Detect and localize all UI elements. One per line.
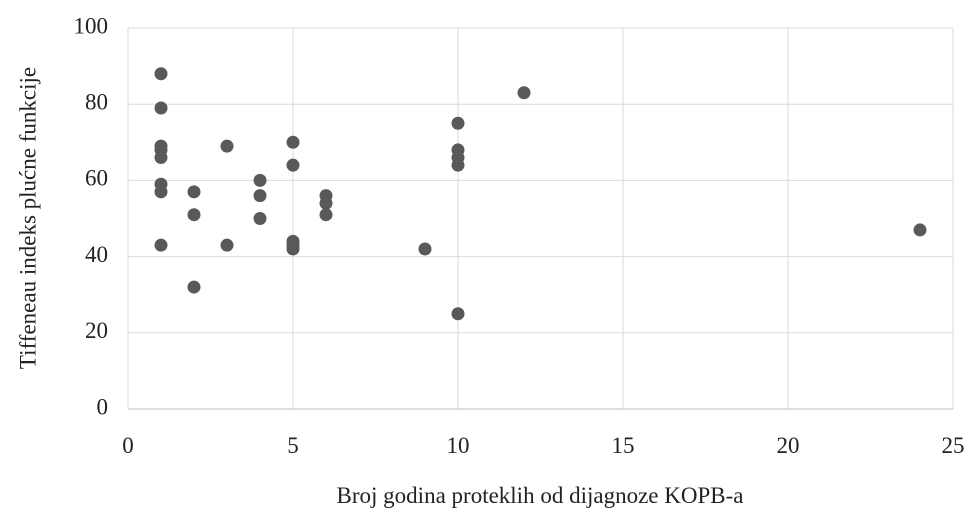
point xyxy=(319,208,333,222)
y-tick-label: 80 xyxy=(85,89,108,114)
y-tick-label: 100 xyxy=(74,13,109,38)
x-tick-label: 25 xyxy=(942,433,965,458)
point xyxy=(253,173,267,187)
point xyxy=(418,242,432,256)
x-tick-label: 15 xyxy=(612,433,635,458)
x-axis-label: Broj godina proteklih od dijagnoze KOPB-… xyxy=(337,483,744,508)
x-tick-label: 20 xyxy=(777,433,800,458)
point xyxy=(451,307,465,321)
point xyxy=(154,238,168,252)
y-tick-label: 20 xyxy=(85,318,108,343)
x-tick-label: 5 xyxy=(287,433,299,458)
point xyxy=(253,189,267,203)
y-tick-label: 60 xyxy=(85,166,108,191)
point xyxy=(286,135,300,149)
y-tick-label: 40 xyxy=(85,242,108,267)
point xyxy=(451,116,465,130)
point xyxy=(187,185,201,199)
y-axis-label: Tiffeneau indeks plućne funkcije xyxy=(15,67,40,369)
point xyxy=(187,208,201,222)
point xyxy=(154,67,168,81)
point xyxy=(451,158,465,172)
point xyxy=(286,242,300,256)
point xyxy=(154,101,168,115)
point xyxy=(220,238,234,252)
x-tick-label: 10 xyxy=(447,433,470,458)
point xyxy=(220,139,234,153)
point xyxy=(286,158,300,172)
x-tick-label: 0 xyxy=(122,433,134,458)
point xyxy=(187,280,201,294)
y-tick-label: 0 xyxy=(97,394,109,419)
point xyxy=(253,212,267,225)
point xyxy=(154,185,168,199)
point xyxy=(319,196,333,210)
point xyxy=(154,151,168,165)
point xyxy=(913,223,927,237)
point xyxy=(517,86,531,100)
